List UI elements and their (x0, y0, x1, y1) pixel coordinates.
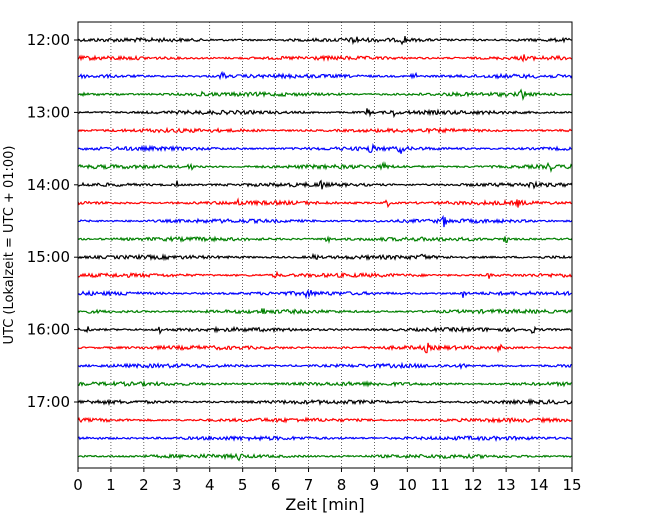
x-axis: 0 1 2 3 4 5 6 7 8 9 10 11 12 13 14 15 (73, 468, 582, 494)
trace-1215 (77, 54, 573, 63)
trace-1445 (77, 235, 573, 244)
x-tick-label: 4 (205, 476, 215, 494)
x-axis-label: Zeit [min] (285, 495, 364, 514)
trace-1230 (77, 70, 573, 81)
x-tick-label: 5 (238, 476, 248, 494)
y-tick-label: 13:00 (27, 103, 70, 121)
trace-1715 (77, 416, 573, 424)
y-tick-label: 14:00 (27, 176, 70, 194)
trace-1330 (77, 142, 573, 154)
x-tick-label: 0 (73, 476, 83, 494)
y-tick-label: 16:00 (27, 321, 70, 339)
plot-frame (77, 21, 573, 469)
y-tick-label: 15:00 (27, 248, 70, 266)
y-axis: 12:00 13:00 14:00 15:00 16:00 17:00 (27, 31, 78, 411)
x-tick-label: 9 (370, 476, 380, 494)
traces (77, 36, 573, 462)
trace-1415 (77, 197, 573, 209)
grid (110, 22, 540, 468)
trace-1530 (77, 288, 573, 300)
x-tick-label: 1 (106, 476, 116, 494)
x-tick-label: 10 (398, 476, 417, 494)
trace-1315 (77, 126, 573, 135)
trace-1300 (77, 108, 573, 119)
trace-1200 (77, 36, 573, 46)
y-tick-label: 17:00 (27, 393, 70, 411)
y-tick-label: 12:00 (27, 31, 70, 49)
trace-1600 (77, 325, 573, 335)
trace-1745 (77, 452, 573, 462)
y-axis-label: UTC (Lokalzeit = UTC + 01:00) (2, 146, 17, 345)
trace-1700 (77, 398, 573, 407)
x-tick-label: 13 (497, 476, 516, 494)
trace-1500 (77, 252, 573, 262)
x-tick-label: 2 (139, 476, 149, 494)
trace-1345 (77, 161, 573, 173)
x-tick-label: 3 (172, 476, 182, 494)
trace-1630 (77, 361, 573, 371)
plot-background (78, 22, 572, 468)
trace-1545 (77, 308, 573, 316)
x-tick-label: 7 (304, 476, 314, 494)
trace-1645 (77, 379, 573, 388)
trace-1245 (77, 88, 573, 101)
x-tick-label: 14 (530, 476, 549, 494)
trace-1730 (77, 435, 573, 443)
x-tick-label: 6 (271, 476, 281, 494)
trace-1515 (77, 270, 573, 279)
x-tick-label: 8 (337, 476, 347, 494)
trace-1400 (77, 179, 573, 190)
x-tick-label: 11 (431, 476, 450, 494)
x-tick-label: 15 (562, 476, 581, 494)
trace-1615 (77, 342, 573, 354)
x-tick-label: 12 (464, 476, 483, 494)
trace-1430 (77, 214, 573, 228)
